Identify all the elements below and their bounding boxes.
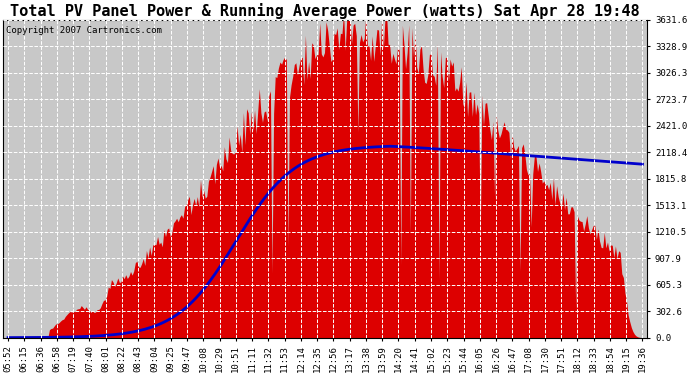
Title: Total PV Panel Power & Running Average Power (watts) Sat Apr 28 19:48: Total PV Panel Power & Running Average P… bbox=[10, 3, 640, 19]
Text: Copyright 2007 Cartronics.com: Copyright 2007 Cartronics.com bbox=[6, 26, 162, 35]
